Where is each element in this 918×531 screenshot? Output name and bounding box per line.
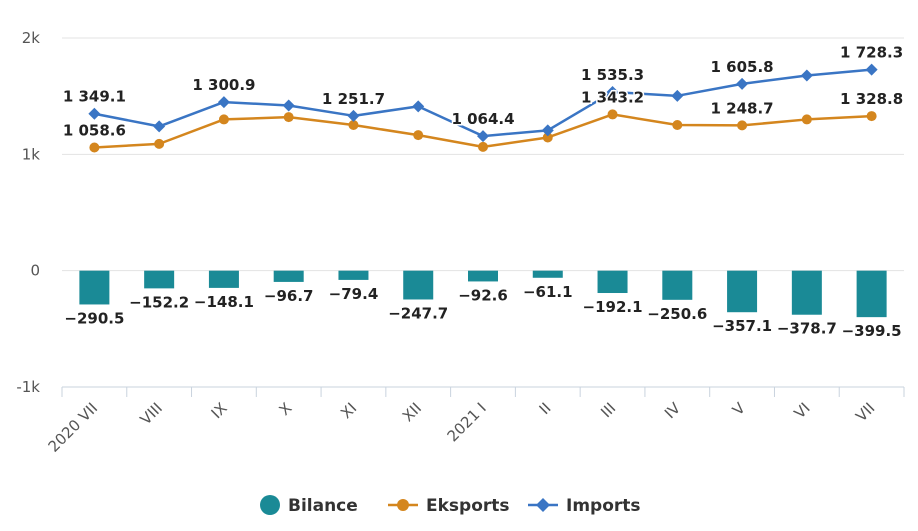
legend-item-eksports: Eksports — [388, 496, 510, 516]
y-tick-label: 0 — [30, 262, 40, 280]
imports-point — [412, 100, 425, 113]
x-tick-label: VII — [852, 399, 878, 425]
eksports-point — [607, 109, 618, 120]
x-tick-label: 2020 VII — [45, 399, 102, 456]
bilance-bar — [791, 270, 822, 315]
legend-label: Imports — [566, 496, 641, 516]
imports-data-label: 1 251.7 — [322, 90, 385, 108]
imports-point — [217, 96, 230, 109]
bilance-bar — [597, 270, 628, 294]
imports-point — [347, 109, 360, 122]
bilance-data-label: −148.1 — [194, 293, 254, 311]
bilance-bar — [403, 270, 434, 300]
x-tick-label: XI — [337, 399, 360, 422]
legend-label: Bilance — [288, 496, 358, 516]
bilance-bar — [727, 270, 758, 313]
legend-label: Eksports — [426, 496, 510, 516]
eksports-point — [413, 130, 424, 141]
imports-point — [671, 89, 684, 102]
eksports-point — [154, 138, 165, 149]
eksports-point — [348, 120, 359, 131]
bilance-data-label: −152.2 — [129, 293, 189, 311]
bilance-bar — [273, 270, 304, 282]
data-label-layer: −290.5−152.2 −148.1 −96.7 −79.4−247.7−92.6−… — [61, 42, 904, 342]
imports-data-label: 1 605.8 — [711, 58, 774, 76]
imports-point — [865, 63, 878, 76]
bilance-data-label: −92.6 — [458, 286, 508, 304]
bilance-data-label: −399.5 — [842, 322, 902, 340]
eksports-point — [542, 132, 553, 143]
x-tick-label: III — [597, 399, 619, 421]
grid-layer — [62, 37, 904, 272]
y-tick-label: 1k — [22, 145, 41, 163]
bar-layer — [79, 270, 887, 318]
bilance-data-label: −79.4 — [329, 285, 379, 303]
imports-point — [736, 77, 749, 90]
legend-item-imports: Imports — [528, 496, 641, 516]
x-tick-label: V — [729, 399, 750, 420]
imports-data-label: 1 349.1 — [63, 88, 126, 106]
imports-point — [88, 107, 101, 120]
eksports-point — [283, 112, 294, 123]
imports-data-label: 1 728.3 — [840, 44, 903, 62]
bilance-data-label: −378.7 — [777, 320, 837, 338]
x-tick-label: X — [276, 399, 296, 419]
bilance-bar — [662, 270, 693, 300]
x-tick-label: 2021 I — [444, 399, 490, 445]
eksports-data-label: 1 343.2 — [581, 88, 644, 106]
eksports-point — [737, 120, 748, 131]
bilance-data-label: −96.7 — [264, 287, 314, 305]
eksports-point — [478, 141, 488, 152]
eksports-point — [672, 120, 683, 131]
imports-point — [153, 120, 166, 133]
bilance-bar — [144, 270, 175, 289]
legend-item-bilance: Bilance — [260, 495, 358, 516]
x-tick-label: IX — [208, 399, 231, 422]
imports-point — [282, 99, 295, 112]
imports-point — [541, 124, 554, 137]
bilance-bar — [532, 270, 563, 278]
y-tick-label: -1k — [16, 378, 40, 396]
eksports-point — [89, 142, 100, 153]
line-layer — [88, 63, 878, 153]
bilance-data-label: −290.5 — [64, 309, 124, 327]
bilance-data-label: −357.1 — [712, 317, 772, 335]
imports-data-label: 1 535.3 — [581, 66, 644, 84]
bilance-legend-symbol — [260, 495, 280, 515]
imports-point — [477, 130, 489, 143]
legend: Bilance Eksports Imports — [260, 495, 641, 516]
bilance-bar — [468, 270, 498, 282]
eksports-point — [801, 114, 812, 125]
x-tick-label: II — [536, 399, 555, 418]
bilance-bar — [856, 270, 887, 318]
bilance-bar — [79, 270, 110, 305]
x-tick-label: IV — [661, 399, 685, 423]
x-tick-label: VI — [791, 399, 814, 422]
bilance-data-label: −247.7 — [388, 304, 448, 322]
x-tick-label: VIII — [137, 399, 166, 428]
bilance-data-label: −192.1 — [583, 298, 643, 316]
bilance-bar — [208, 270, 239, 288]
imports-data-label: 1 300.9 — [192, 76, 255, 94]
eksports-data-label: 1 248.7 — [711, 99, 774, 117]
eksports-point — [866, 111, 877, 122]
bilance-data-label: −61.1 — [523, 283, 573, 301]
eksports-data-label: 1 328.8 — [840, 90, 903, 108]
y-tick-label: 2k — [22, 29, 41, 47]
imports-data-label: 1 064.4 — [451, 110, 514, 128]
imports-point — [800, 69, 813, 82]
bilance-data-label: −250.6 — [647, 305, 707, 323]
eksports-data-label: 1 058.6 — [63, 122, 126, 140]
bilance-bar — [338, 270, 369, 280]
imports-point — [606, 86, 619, 99]
eksports-legend-symbol — [397, 499, 409, 511]
x-tick-label: XII — [399, 399, 425, 425]
eksports-point — [218, 114, 229, 125]
imports-legend-symbol — [536, 498, 550, 512]
